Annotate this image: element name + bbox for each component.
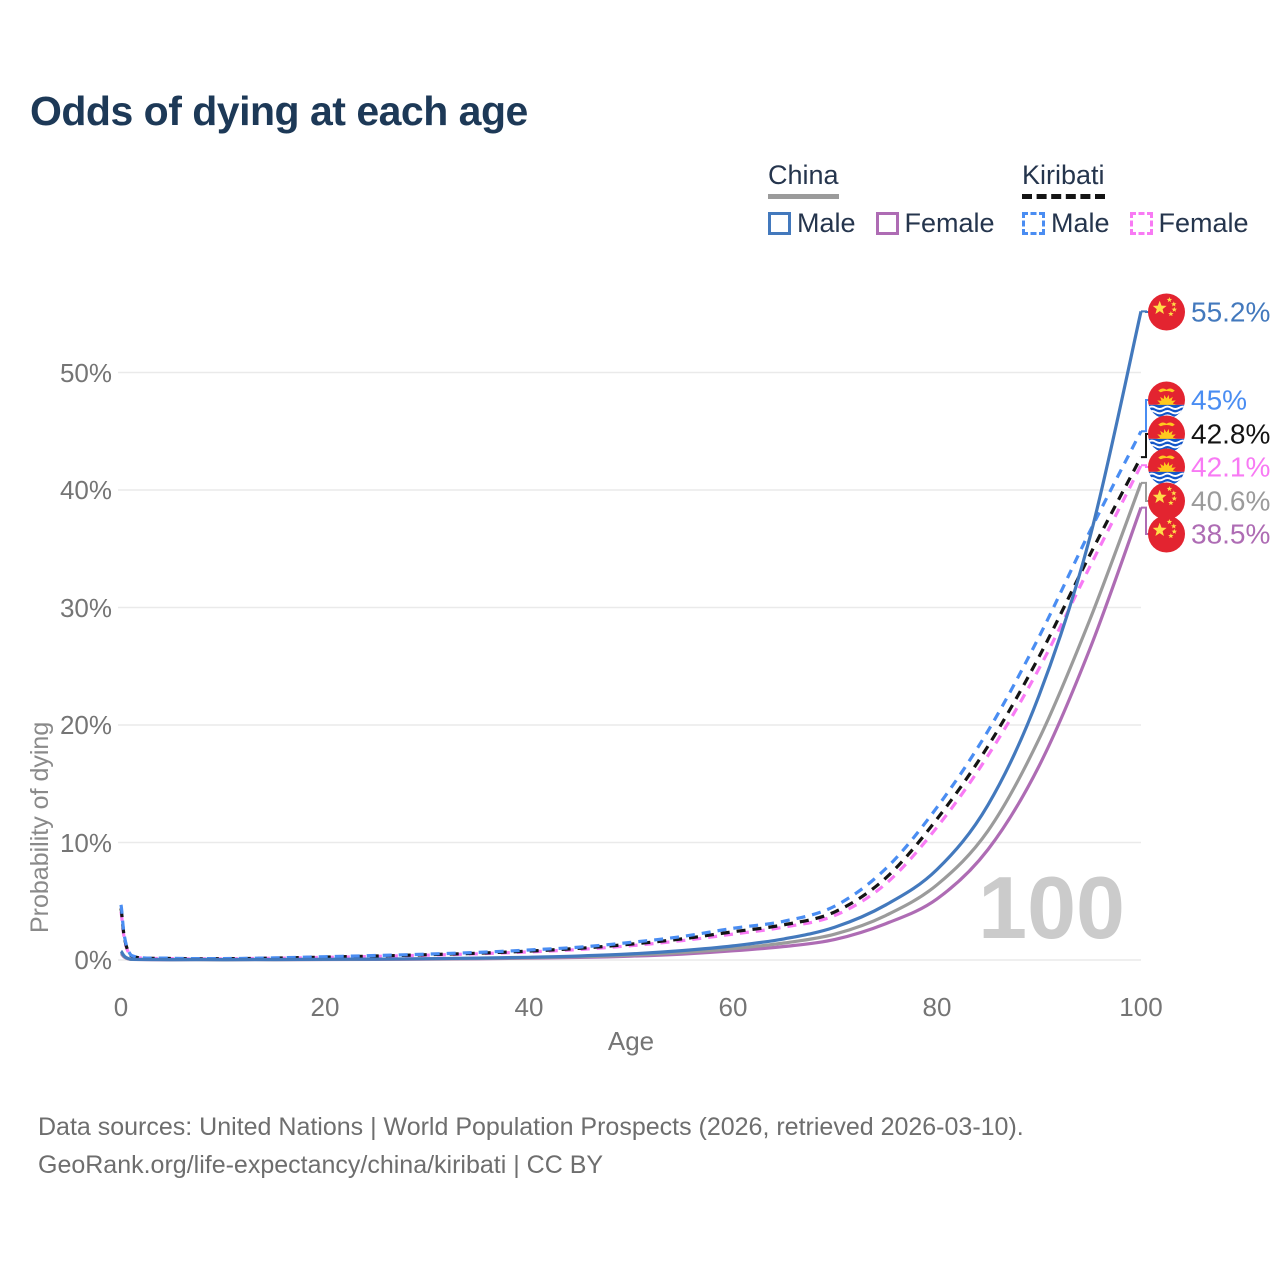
end-label-kiribati-female: 42.1% bbox=[1148, 448, 1270, 486]
end-label-china-female: 38.5% bbox=[1148, 515, 1270, 553]
series-line bbox=[119, 482, 1143, 962]
series-line bbox=[119, 464, 1143, 961]
y-tick-label: 20% bbox=[59, 710, 112, 740]
end-label-kiribati-male: 45% bbox=[1148, 381, 1247, 419]
footer-url-line: GeoRank.org/life-expectancy/china/kiriba… bbox=[38, 1151, 604, 1179]
legend-group-china: China Male Female bbox=[768, 160, 1015, 239]
x-tick-label: 40 bbox=[514, 992, 544, 1022]
kiribati-flag-icon bbox=[1148, 448, 1185, 486]
end-label-china-both: 40.6% bbox=[1148, 482, 1270, 520]
x-axis-title: Age bbox=[607, 1026, 655, 1056]
legend-item-kiribati-female[interactable]: Female bbox=[1129, 208, 1249, 239]
legend-item-china-female[interactable]: Female bbox=[875, 208, 995, 239]
y-tick-label: 0% bbox=[74, 945, 112, 975]
x-tick-label: 100 bbox=[1119, 992, 1163, 1022]
x-tick-label: 0 bbox=[113, 992, 129, 1022]
china-flag-icon bbox=[1148, 293, 1185, 331]
kiribati-male-swatch-icon bbox=[1022, 212, 1045, 235]
series-line bbox=[119, 311, 1143, 962]
kiribati-flag-icon bbox=[1148, 381, 1185, 419]
legend-heading-china[interactable]: China bbox=[768, 160, 839, 199]
footer: Data sources: United Nations | World Pop… bbox=[38, 1108, 1024, 1184]
legend-item-kiribati-male[interactable]: Male bbox=[1022, 208, 1110, 239]
china-female-swatch-icon bbox=[875, 212, 899, 235]
kiribati-flag-icon bbox=[1148, 415, 1185, 453]
series-line bbox=[119, 456, 1143, 961]
china-flag-icon bbox=[1148, 482, 1185, 520]
x-tick-label: 80 bbox=[922, 992, 952, 1022]
page-title: Odds of dying at each age bbox=[30, 88, 528, 134]
series-line bbox=[119, 430, 1143, 961]
x-tick-label: 20 bbox=[310, 992, 340, 1022]
china-male-swatch-icon bbox=[768, 212, 791, 235]
footer-sources-line: Data sources: United Nations | World Pop… bbox=[38, 1113, 1024, 1141]
y-tick-label: 10% bbox=[59, 827, 112, 858]
legend-item-china-male[interactable]: Male bbox=[768, 208, 856, 239]
y-tick-label: 30% bbox=[59, 592, 112, 623]
y-tick-label: 50% bbox=[59, 357, 112, 388]
china-flag-icon bbox=[1148, 515, 1185, 553]
y-tick-label: 40% bbox=[59, 475, 112, 505]
legend-group-kiribati: Kiribati Male Female bbox=[1022, 160, 1269, 239]
end-label-kiribati-both: 42.8% bbox=[1148, 415, 1270, 453]
kiribati-female-swatch-icon bbox=[1129, 212, 1153, 235]
end-label-china-male: 55.2% bbox=[1148, 293, 1270, 331]
y-axis-title: Probability of dying bbox=[26, 721, 54, 933]
legend-heading-kiribati[interactable]: Kiribati bbox=[1022, 160, 1105, 199]
x-tick-label: 60 bbox=[718, 992, 748, 1022]
age-counter-watermark: 100 bbox=[978, 858, 1125, 957]
